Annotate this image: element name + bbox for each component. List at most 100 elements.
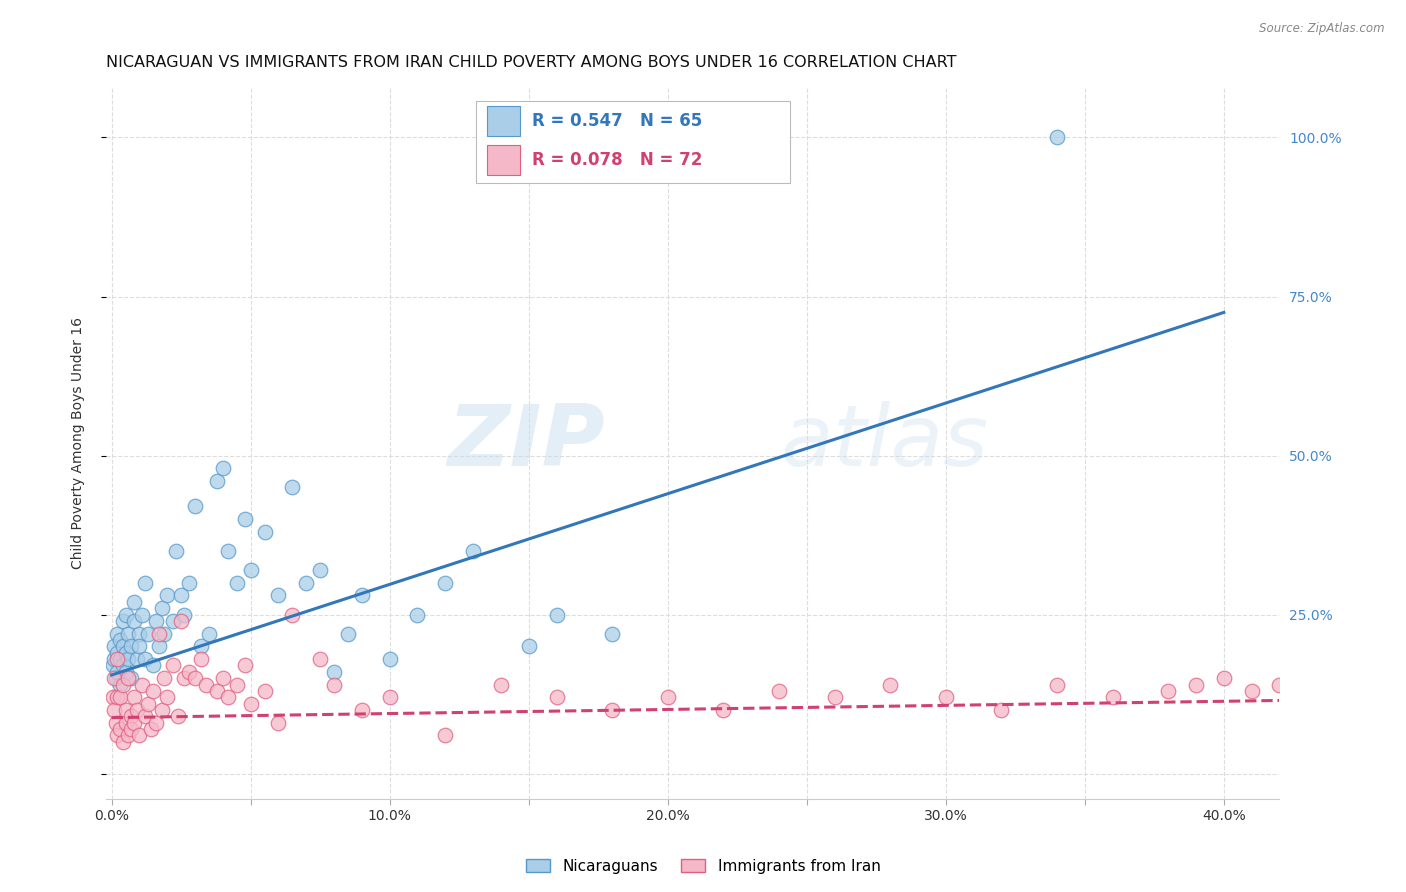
Point	[156, 589, 179, 603]
Point	[103, 671, 125, 685]
Point	[104, 671, 127, 685]
Legend: Nicaraguans, Immigrants from Iran: Nicaraguans, Immigrants from Iran	[519, 853, 887, 880]
Point	[824, 690, 846, 705]
Point	[101, 690, 124, 705]
Point	[267, 589, 290, 603]
FancyBboxPatch shape	[488, 106, 520, 136]
Point	[170, 589, 193, 603]
Point	[434, 728, 457, 742]
Point	[145, 715, 167, 730]
Point	[136, 697, 159, 711]
Point	[114, 607, 136, 622]
Point	[101, 658, 124, 673]
Text: Source: ZipAtlas.com: Source: ZipAtlas.com	[1260, 22, 1385, 36]
Point	[167, 709, 190, 723]
Point	[122, 690, 145, 705]
Point	[111, 640, 134, 654]
Point	[378, 690, 401, 705]
Point	[281, 480, 304, 494]
Point	[212, 461, 235, 475]
Point	[111, 658, 134, 673]
Point	[128, 728, 150, 742]
Point	[233, 512, 256, 526]
Point	[517, 640, 540, 654]
Point	[170, 614, 193, 628]
Point	[350, 703, 373, 717]
Point	[128, 640, 150, 654]
Point	[173, 607, 195, 622]
Point	[108, 633, 131, 648]
Point	[600, 626, 623, 640]
Point	[162, 658, 184, 673]
Point	[309, 652, 332, 666]
Point	[114, 665, 136, 679]
Point	[336, 626, 359, 640]
Point	[879, 677, 901, 691]
Point	[207, 684, 229, 698]
Point	[267, 715, 290, 730]
Point	[295, 575, 318, 590]
Point	[105, 652, 128, 666]
Point	[117, 728, 139, 742]
Point	[207, 474, 229, 488]
Point	[148, 640, 170, 654]
Point	[323, 665, 346, 679]
Point	[239, 697, 262, 711]
Point	[239, 563, 262, 577]
Point	[105, 728, 128, 742]
Point	[184, 671, 207, 685]
Point	[546, 607, 568, 622]
Point	[461, 544, 484, 558]
Point	[128, 626, 150, 640]
Point	[309, 563, 332, 577]
Point	[406, 607, 429, 622]
Point	[935, 690, 957, 705]
Point	[103, 703, 125, 717]
Point	[434, 575, 457, 590]
Point	[114, 703, 136, 717]
Point	[105, 690, 128, 705]
Point	[142, 684, 165, 698]
Point	[1046, 130, 1069, 145]
Point	[134, 575, 156, 590]
Point	[253, 684, 276, 698]
Text: R = 0.547   N = 65: R = 0.547 N = 65	[531, 112, 702, 130]
Point	[217, 690, 239, 705]
Point	[108, 690, 131, 705]
Point	[142, 658, 165, 673]
Point	[711, 703, 734, 717]
Point	[225, 677, 247, 691]
Point	[104, 715, 127, 730]
Point	[768, 684, 790, 698]
Point	[1268, 677, 1291, 691]
Point	[195, 677, 218, 691]
Point	[111, 614, 134, 628]
Point	[173, 671, 195, 685]
Point	[323, 677, 346, 691]
Point	[120, 709, 142, 723]
Point	[1296, 754, 1319, 768]
Point	[253, 524, 276, 539]
Point	[217, 544, 239, 558]
Point	[233, 658, 256, 673]
Point	[1157, 684, 1180, 698]
Y-axis label: Child Poverty Among Boys Under 16: Child Poverty Among Boys Under 16	[72, 317, 86, 569]
Point	[117, 652, 139, 666]
Point	[145, 614, 167, 628]
Point	[105, 626, 128, 640]
Point	[1046, 677, 1069, 691]
Point	[125, 703, 148, 717]
Point	[150, 703, 173, 717]
Point	[122, 595, 145, 609]
Point	[190, 652, 212, 666]
Point	[114, 715, 136, 730]
Point	[657, 690, 679, 705]
Point	[546, 690, 568, 705]
Point	[179, 575, 201, 590]
Point	[131, 607, 153, 622]
Point	[122, 614, 145, 628]
Point	[212, 671, 235, 685]
Point	[105, 646, 128, 660]
Point	[134, 652, 156, 666]
Text: atlas: atlas	[780, 401, 988, 484]
